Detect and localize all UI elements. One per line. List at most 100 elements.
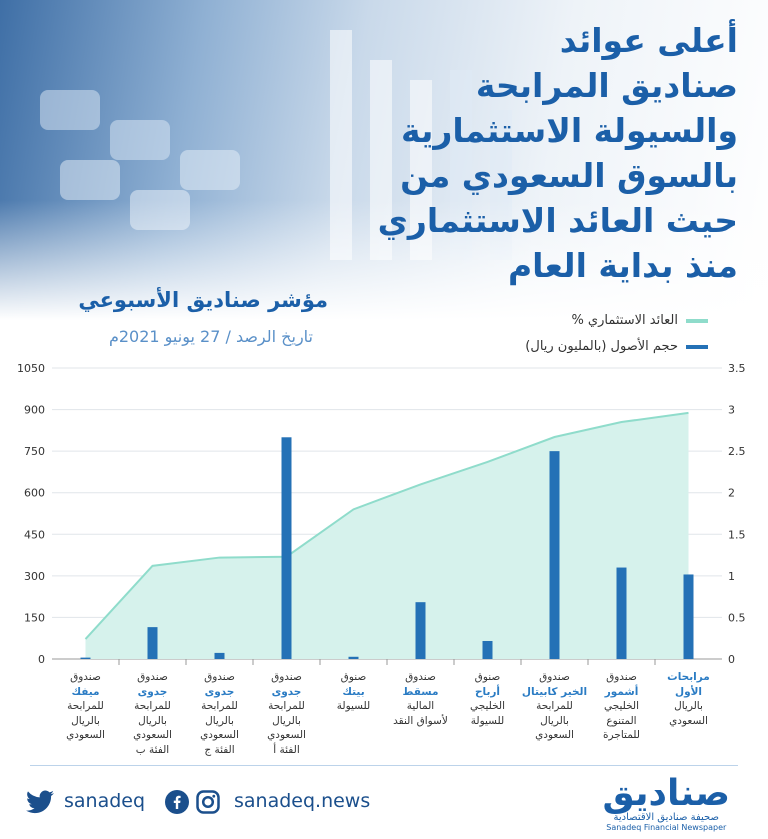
left-axis-tick: 1050 <box>17 362 45 375</box>
category-text: للمرابحة بالريال <box>268 700 305 727</box>
category-text: لأسواق النقد <box>393 714 448 727</box>
category-text: للمرابحة <box>536 700 573 712</box>
right-axis-tick: 3.5 <box>728 362 746 375</box>
twitter-icon[interactable] <box>26 790 54 814</box>
category-text: السعودي <box>267 729 306 741</box>
chart-subtitle: مؤشر صناديق الأسبوعي <box>78 288 328 312</box>
category-fund-name: أرباح <box>474 685 501 698</box>
category-text: للمرابحة بالريال <box>201 700 238 727</box>
asset-bar <box>549 451 560 659</box>
header-image <box>0 0 768 320</box>
category-label: صنوق أرباح الخليجي للسيولة <box>455 670 521 728</box>
asset-bar <box>683 574 694 659</box>
category-text: للمتاجرة <box>603 729 640 741</box>
fund-chart: 0 0 150 0.5 300 1 450 1.5 600 2 750 2.5 900 3 1050 3.5 <box>17 362 746 666</box>
category-text: الخليجي <box>469 700 506 712</box>
category-text: الفئة أ <box>273 743 300 756</box>
right-axis-tick: 2.5 <box>728 445 746 458</box>
category-fund-name: جدوى <box>137 685 168 698</box>
instagram-icon[interactable] <box>196 790 220 814</box>
legend-return-label: العائد الاستثماري % <box>571 313 678 328</box>
return-area <box>85 412 689 659</box>
facebook-icon[interactable] <box>165 790 189 814</box>
right-axis-tick: 1.5 <box>728 528 746 541</box>
category-label: صندوق جدوى للمرابحة بالريال السعودي الفئة أ <box>254 670 320 757</box>
left-axis-tick: 900 <box>24 404 45 417</box>
category-text: السعودي <box>669 714 708 727</box>
observation-date: تاريخ الرصد / 27 يونيو 2021م <box>108 327 313 346</box>
category-text: السعودي <box>200 729 239 741</box>
category-fund-name: جدوى <box>204 685 235 698</box>
left-axis-tick: 0 <box>38 653 45 666</box>
category-fund-name: جدوى <box>271 685 302 698</box>
category-label: صندوق ميفك للمرابحة بالريال السعودي <box>53 670 119 743</box>
category-label: صندوق جدوى للمرابحة بالريال السعودي الفئة ج <box>187 670 253 757</box>
category-text: السعودي <box>133 729 172 741</box>
category-text: المتنوع <box>606 714 637 727</box>
category-label: صندوق أشمور الخليجي المتنوع للمتاجرة <box>589 670 655 743</box>
headline: أعلى عوائد صناديق المرابحة والسيولة الاس… <box>377 21 738 285</box>
footer-divider <box>30 765 738 766</box>
right-axis-tick: 2 <box>728 487 735 500</box>
asset-bar <box>281 437 292 659</box>
category-fund-name: مرابحات الأول <box>667 671 710 698</box>
logo-arabic: صناديق <box>602 773 730 814</box>
category-text: صندوق <box>271 671 302 683</box>
category-text: للسيولة <box>336 700 371 712</box>
category-text: المالية <box>406 700 435 712</box>
right-axis-tick: 1 <box>728 570 735 583</box>
category-text: صنوق <box>340 671 367 683</box>
category-text: الفئة ب <box>135 743 170 756</box>
category-text: بالريال <box>540 714 569 727</box>
category-text: صندوق <box>204 671 235 683</box>
asset-bar <box>214 652 225 659</box>
category-label: صندوق مسقط المالية لأسواق النقد <box>388 670 454 728</box>
left-axis-tick: 300 <box>24 570 45 583</box>
category-text: السعودي <box>66 729 105 741</box>
category-text: صنوق <box>474 671 501 683</box>
asset-bar <box>415 602 426 659</box>
logo-english: Sanadeq Financial Newspaper <box>606 823 727 832</box>
right-axis-tick: 0.5 <box>728 611 746 624</box>
category-text: للسيولة <box>470 714 505 727</box>
right-axis-tick: 0 <box>728 653 735 666</box>
left-axis-tick: 750 <box>24 445 45 458</box>
legend-return: العائد الاستثماري % <box>571 313 708 328</box>
logo-subtitle: صحيفة صناديق الاقتصادية <box>613 812 719 823</box>
left-axis-tick: 600 <box>24 487 45 500</box>
category-text: الخليجي <box>603 700 640 712</box>
sanadeq-logo: صناديق صحيفة صناديق الاقتصادية Sanadeq F… <box>602 773 730 833</box>
right-axis-tick: 3 <box>728 404 735 417</box>
category-text: بالريال <box>674 700 703 712</box>
left-axis-tick: 150 <box>24 611 45 624</box>
category-fund-name: بيتك <box>342 685 365 698</box>
left-axis-tick: 450 <box>24 528 45 541</box>
category-text: بالريال <box>71 714 100 727</box>
category-label: صنوق بيتك للسيولة <box>321 670 387 714</box>
website-link[interactable]: sanadeq.news <box>234 790 371 812</box>
category-label: صندوق جدوى للمرابحة بالريال السعودي الفئة ب <box>120 670 186 757</box>
legend-return-swatch <box>686 318 708 323</box>
asset-bar <box>616 567 627 659</box>
asset-bar <box>80 657 91 659</box>
legend-assets-label: حجم الأصول (بالمليون ريال) <box>525 339 678 354</box>
category-label: صندوق الخير كابيتال للمرابحة بالريال السعودي <box>522 670 588 743</box>
category-text: صندوق <box>606 671 637 683</box>
twitter-handle[interactable]: sanadeq <box>64 790 146 812</box>
asset-bar <box>482 640 493 659</box>
category-text: صندوق <box>405 671 436 683</box>
category-text: صندوق <box>137 671 168 683</box>
category-text: الفئة ج <box>204 743 235 756</box>
category-text: للمرابحة بالريال <box>134 700 171 727</box>
category-fund-name: الخير كابيتال <box>521 685 588 698</box>
category-fund-name: مسقط <box>402 685 439 698</box>
asset-bar <box>348 656 359 659</box>
category-text: صندوق <box>539 671 570 683</box>
category-label: مرابحات الأول بالريال السعودي <box>656 670 722 728</box>
return-line <box>84 411 689 640</box>
category-text: صندوق <box>70 671 101 683</box>
legend-assets: حجم الأصول (بالمليون ريال) <box>525 339 708 354</box>
category-fund-name: أشمور <box>604 685 639 698</box>
category-fund-name: ميفك <box>71 685 100 698</box>
category-text: السعودي <box>535 729 574 741</box>
